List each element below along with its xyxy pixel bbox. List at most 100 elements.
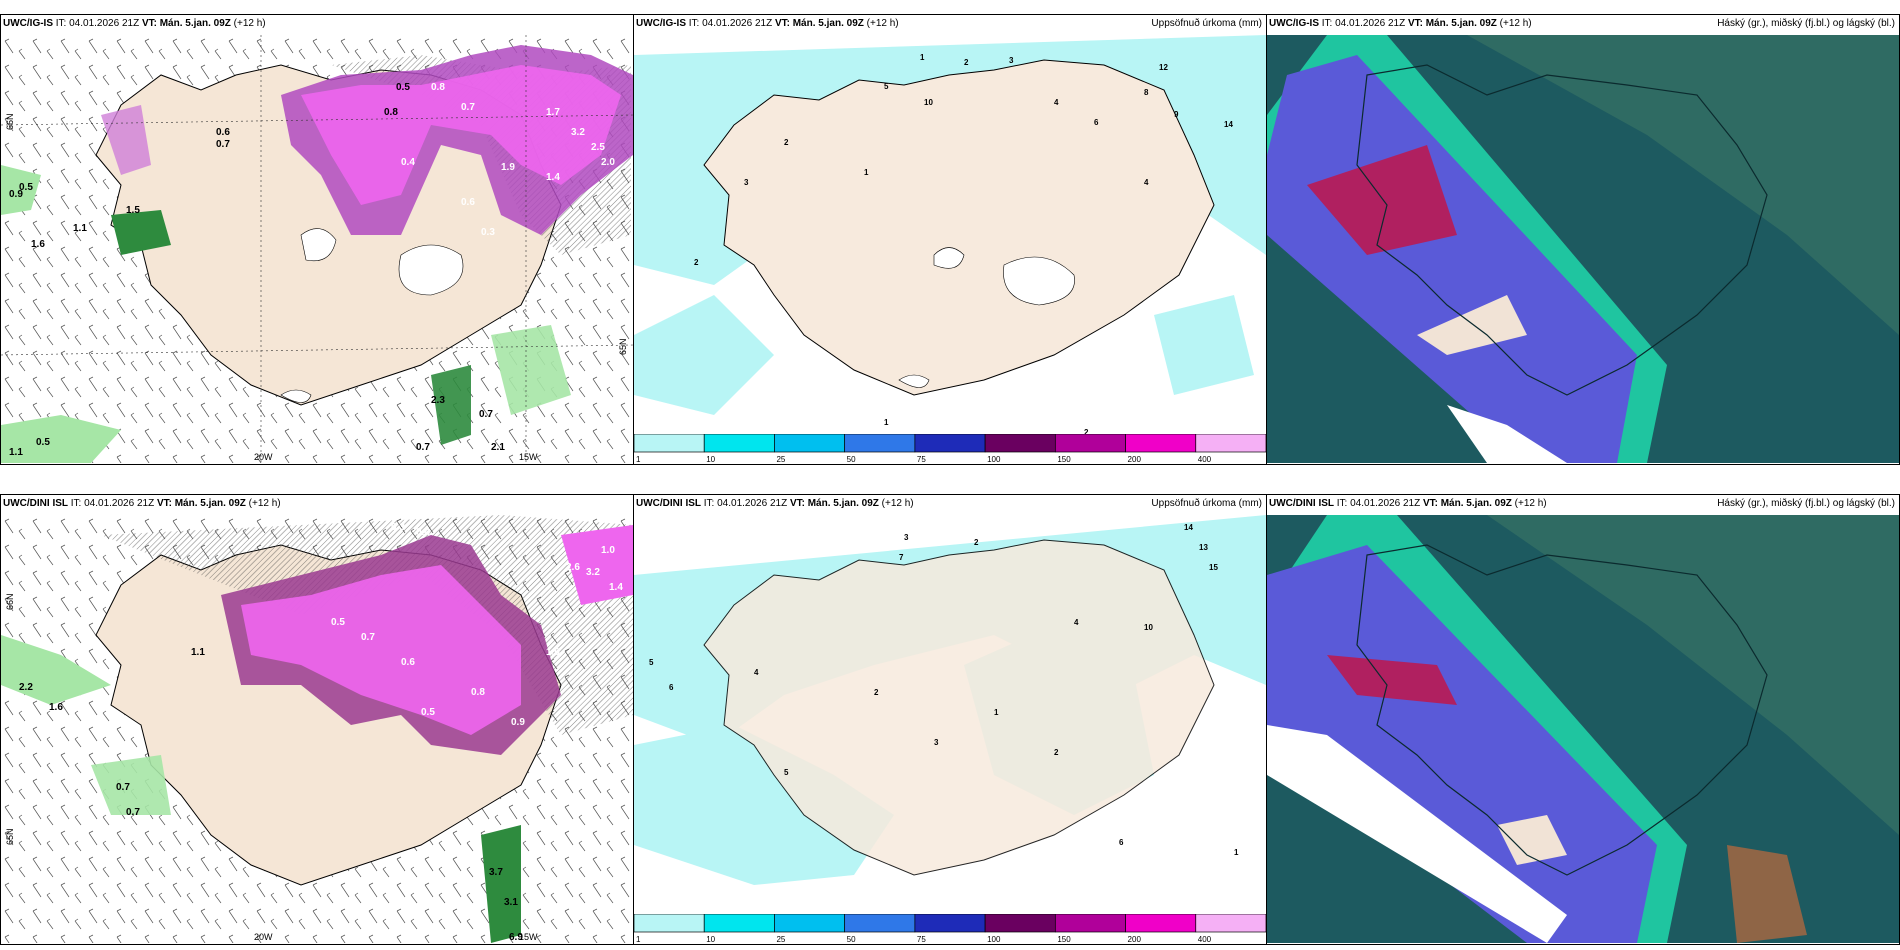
value-label: 0.7 <box>361 632 375 643</box>
value-label: 1.1 <box>9 447 23 458</box>
colorbar-swatch <box>914 913 986 933</box>
value-label: 1.9 <box>501 162 515 173</box>
glacier-2 <box>398 244 464 296</box>
lon-label: 15W <box>519 452 538 462</box>
value-label: 0.6 <box>216 127 230 138</box>
colorbar-label: 100 <box>987 455 1001 464</box>
lon-label: 15W <box>519 932 538 942</box>
value-label: 1.1 <box>191 647 205 658</box>
panel-right-title: Uppsöfnuð úrkoma (mm) <box>1151 18 1262 29</box>
colorbar-swatch <box>1054 913 1126 933</box>
colorbar-label: 25 <box>776 455 785 464</box>
precip-colorbar: 1 10 25 50 75 100 150 200 400 <box>634 913 1266 944</box>
colorbar-label: 150 <box>1057 455 1071 464</box>
value-label: 1.1 <box>73 223 87 234</box>
value-label: 3 <box>904 533 909 542</box>
value-label: 0.3 <box>391 522 405 533</box>
value-label: 2.0 <box>601 157 615 168</box>
lat-label: 65N <box>5 828 15 845</box>
value-label: 10 <box>1144 623 1153 632</box>
map-panel-r2c2: UWC/DINI ISL IT: 04.01.2026 21Z VT: Mán.… <box>633 494 1267 945</box>
value-label: 7 <box>899 553 904 562</box>
panel-title: UWC/IG-IS IT: 04.01.2026 21Z VT: Mán. 5.… <box>636 18 899 29</box>
value-label: 3.2 <box>586 567 600 578</box>
cloud-cover-map <box>1267 515 1899 943</box>
value-label: 6 <box>669 683 674 692</box>
value-label: 5 <box>784 768 789 777</box>
value-label: 0.7 <box>216 139 230 150</box>
value-label: 4 <box>754 668 759 677</box>
wind-precip-map: 0.8 0.7 1.7 3.2 2.5 2.0 0.4 1.9 1.4 0.6 … <box>1 35 633 463</box>
colorbar-label: 10 <box>706 935 715 944</box>
colorbar-label: 1 <box>636 935 641 944</box>
value-label: 2.5 <box>591 142 605 153</box>
value-label: 2.6 <box>566 562 580 573</box>
value-label: 9 <box>1174 110 1179 119</box>
value-label: 2 <box>694 258 699 267</box>
value-label: 3 <box>1009 56 1014 65</box>
panel-title: UWC/DINI ISL IT: 04.01.2026 21Z VT: Mán.… <box>1269 498 1547 509</box>
value-label: 1.7 <box>546 107 560 118</box>
colorbar-swatch <box>984 433 1056 453</box>
value-label: 1.0 <box>546 647 560 658</box>
panel-right-title: Háský (gr.), miðský (fj.bl.) og lágský (… <box>1717 18 1895 29</box>
value-label: 0.6 <box>461 197 475 208</box>
colorbar-swatch <box>984 913 1056 933</box>
value-label: 5 <box>649 658 654 667</box>
value-label: 1 <box>864 168 869 177</box>
value-label: 0.5 <box>421 707 435 718</box>
glacier-1 <box>300 228 337 262</box>
colorbar-label: 75 <box>917 455 926 464</box>
map-panel-r1c3: UWC/IG-IS IT: 04.01.2026 21Z VT: Mán. 5.… <box>1266 14 1900 465</box>
value-label: 3.1 <box>504 897 518 908</box>
precip-colorbar: 1 10 25 50 75 100 150 200 400 <box>634 433 1266 464</box>
value-label: 0.7 <box>116 782 130 793</box>
colorbar-swatch <box>774 433 846 453</box>
value-label: 0.4 <box>416 527 430 538</box>
value-label: 0.7 <box>461 102 475 113</box>
lon-label: 20W <box>254 452 273 462</box>
value-label: 6.9 <box>509 932 523 943</box>
colorbar-label: 25 <box>776 935 785 944</box>
value-label: 0.9 <box>9 189 23 200</box>
value-label: 0.3 <box>481 227 495 238</box>
accumulated-precip-map: 3 7 2 14 13 15 10 5 6 4 1 2 3 5 4 2 6 1 <box>634 515 1266 920</box>
value-label: 2.2 <box>19 682 33 693</box>
colorbar-swatch <box>1054 433 1126 453</box>
value-label: 6 <box>1094 118 1099 127</box>
value-label: 0.9 <box>511 717 525 728</box>
value-label: 3 <box>744 178 749 187</box>
value-label: 6 <box>1119 838 1124 847</box>
value-label: 5 <box>884 82 889 91</box>
lat-label: 65N <box>618 338 628 355</box>
value-label: 1.6 <box>49 702 63 713</box>
value-label: 1 <box>884 418 889 427</box>
value-label: 4 <box>1054 98 1059 107</box>
value-label: 1.4 <box>546 172 560 183</box>
value-label: 1 <box>920 53 925 62</box>
value-label: 8 <box>1144 88 1149 97</box>
accumulated-precip-map: 1 2 3 5 10 12 14 4 9 6 8 2 3 1 2 4 1 2 <box>634 35 1266 440</box>
value-label: 1.6 <box>31 239 45 250</box>
value-label: 0.5 <box>396 82 410 93</box>
value-label: 1.4 <box>609 582 623 593</box>
colorbar-label: 10 <box>706 455 715 464</box>
colorbar-swatch <box>914 433 986 453</box>
colorbar-label: 50 <box>847 455 856 464</box>
value-label: 0.7 <box>126 807 140 818</box>
lat-label: 66N <box>5 593 15 610</box>
colorbar-swatch <box>703 913 775 933</box>
colorbar-swatch <box>1125 433 1197 453</box>
value-label: 15 <box>1209 563 1218 572</box>
colorbar-label: 50 <box>847 935 856 944</box>
map-panel-r1c1: UWC/IG-IS IT: 04.01.2026 21Z VT: Mán. 5.… <box>0 14 634 465</box>
value-label: 4 <box>1074 618 1079 627</box>
value-label: 14 <box>1224 120 1233 129</box>
colorbar-label: 75 <box>917 935 926 944</box>
value-label: 1 <box>994 708 999 717</box>
value-label: 2 <box>874 688 879 697</box>
panel-title: UWC/DINI ISL IT: 04.01.2026 21Z VT: Mán.… <box>636 498 914 509</box>
panel-right-title: Háský (gr.), miðský (fj.bl.) og lágský (… <box>1717 498 1895 509</box>
colorbar-swatch <box>634 433 705 453</box>
glacier-3 <box>280 389 312 403</box>
